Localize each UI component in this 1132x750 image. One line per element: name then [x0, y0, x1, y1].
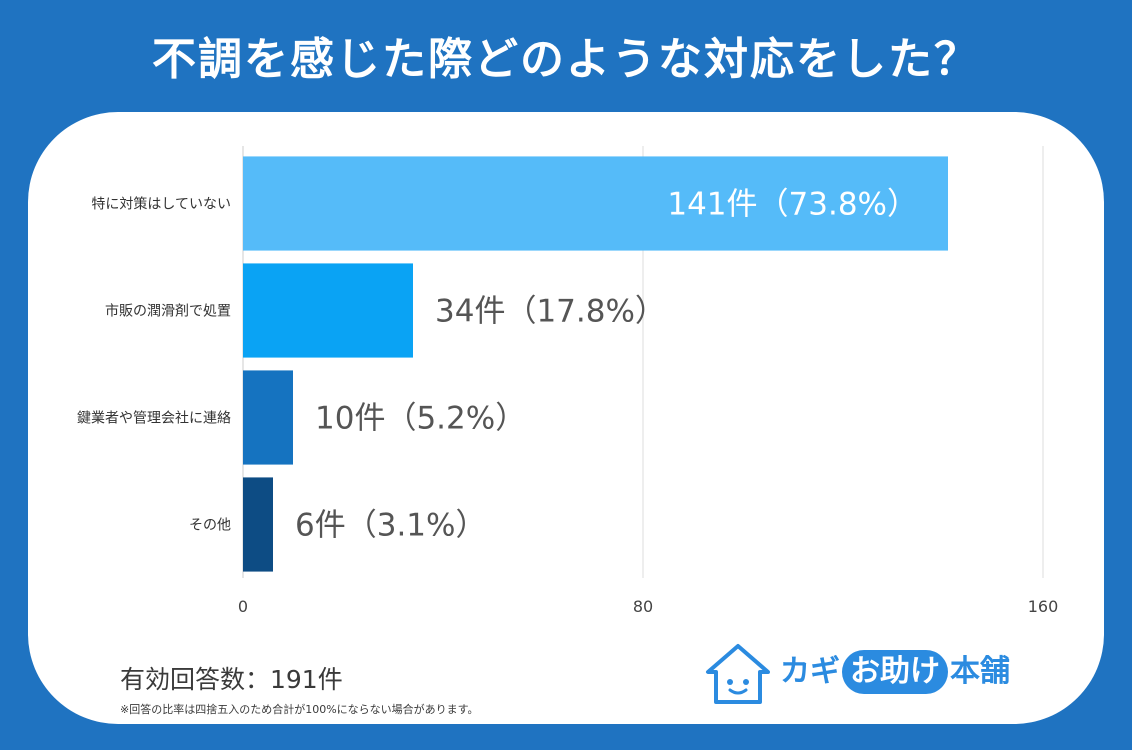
logo-highlight: お助け	[842, 650, 948, 694]
x-tick-label-0: 0	[238, 597, 248, 616]
label-layer: 0 80 160 特に対策はしていない 141件（73.8%） 市販の潤滑剤で処置 34件（…	[77, 187, 1058, 617]
category-label-1: 市販の潤滑剤で処置	[105, 303, 231, 320]
logo-prefix: カギ	[780, 654, 840, 689]
value-label-2: 10件（5.2%）	[315, 401, 526, 437]
category-label-3: その他	[189, 518, 231, 534]
category-label-0: 特に対策はしていない	[91, 196, 231, 213]
bar-0	[243, 156, 948, 251]
value-label-1: 34件（17.8%）	[435, 294, 666, 330]
bar-layer	[243, 156, 948, 572]
x-tick-label-1: 80	[633, 597, 653, 616]
bar-3	[243, 477, 273, 572]
rounding-note: ※回答の比率は四捨五入のため合計が100%にならない場合があります。	[120, 703, 479, 716]
bar-1	[243, 263, 413, 358]
brand-logo: カギ お助け 本舗	[702, 640, 1032, 710]
logo-wordmark: カギ お助け 本舗	[780, 650, 1010, 694]
bar-2	[243, 370, 293, 465]
x-tick-label-2: 160	[1028, 597, 1059, 616]
value-label-3: 6件（3.1%）	[295, 508, 486, 544]
chart-title: 不調を感じた際どのような対応をした？	[152, 34, 980, 85]
house-icon	[706, 644, 770, 704]
value-label-0: 141件（73.8%）	[667, 187, 918, 223]
logo-suffix: 本舗	[950, 654, 1010, 689]
category-label-2: 鍵業者や管理会社に連絡	[77, 411, 231, 427]
response-count: 有効回答数：191件	[120, 665, 343, 694]
